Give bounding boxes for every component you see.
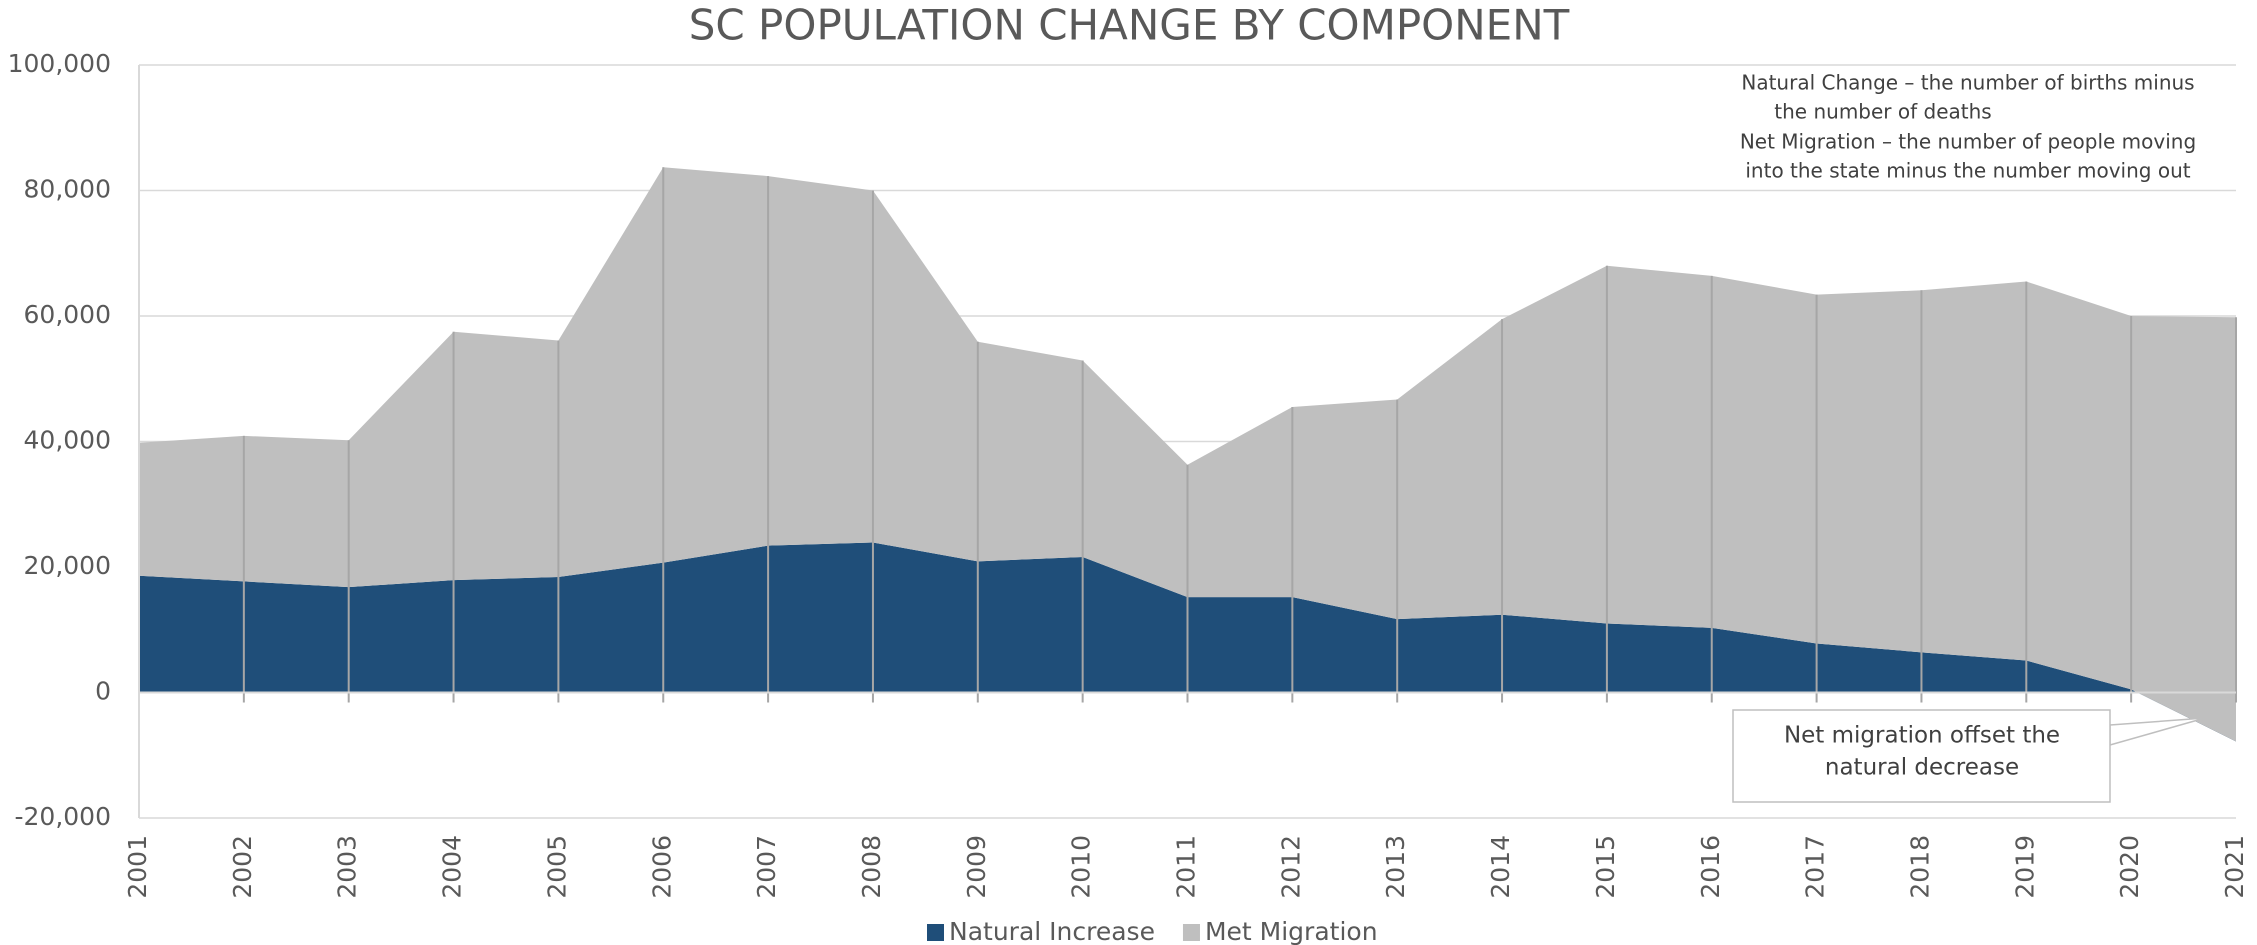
x-tick-label: 2004: [438, 835, 467, 899]
x-tick-label: 2019: [2010, 835, 2039, 899]
x-tick-label: 2005: [542, 835, 571, 899]
plot-area: [138, 64, 2237, 819]
y-tick-label: 60,000: [24, 300, 111, 329]
x-tick-label: 2013: [1381, 835, 1410, 899]
callout-box: [1732, 709, 2111, 803]
y-tick-label: 20,000: [24, 551, 111, 580]
y-tick-label: 0: [95, 677, 111, 706]
callout-pointer: [2109, 717, 2206, 746]
y-tick-label: -20,000: [15, 802, 112, 831]
definition-text: Net Migration – the number of people mov…: [1740, 130, 2196, 154]
legend-label: Natural Increase: [949, 917, 1155, 945]
chart-title: SC POPULATION CHANGE BY COMPONENT: [689, 1, 1570, 50]
x-tick-label: 2011: [1172, 835, 1201, 899]
x-tick-label: 2017: [1801, 835, 1830, 899]
x-tick-label: 2002: [228, 835, 257, 899]
x-tick-label: 2012: [1276, 835, 1305, 899]
callout-text: natural decrease: [1825, 755, 2019, 781]
x-tick-label: 2007: [752, 835, 781, 899]
legend-swatch: [927, 924, 944, 941]
x-tick-label: 2021: [2220, 835, 2249, 899]
y-tick-label: 100,000: [8, 49, 111, 78]
x-tick-label: 2006: [647, 835, 676, 899]
x-tick-label: 2003: [333, 835, 362, 899]
definition-text: Natural Change – the number of births mi…: [1741, 71, 2194, 95]
x-tick-label: 2015: [1591, 835, 1620, 899]
x-tick-label: 2014: [1486, 835, 1515, 899]
x-tick-label: 2016: [1696, 835, 1725, 899]
legend-label: Met Migration: [1205, 917, 1378, 945]
callout-text: Net migration offset the: [1784, 723, 2060, 749]
definition-text: into the state minus the number moving o…: [1745, 159, 2190, 183]
x-tick-label: 2001: [123, 835, 152, 899]
x-tick-label: 2008: [857, 835, 886, 899]
x-tick-label: 2020: [2115, 835, 2144, 899]
x-tick-label: 2010: [1067, 835, 1096, 899]
x-tick-label: 2009: [962, 835, 991, 899]
x-tick-label: 2018: [1905, 835, 1934, 899]
definition-text: the number of deaths: [1774, 100, 1991, 124]
y-tick-label: 40,000: [24, 426, 111, 455]
y-tick-label: 80,000: [24, 175, 111, 204]
legend-swatch: [1182, 924, 1200, 941]
